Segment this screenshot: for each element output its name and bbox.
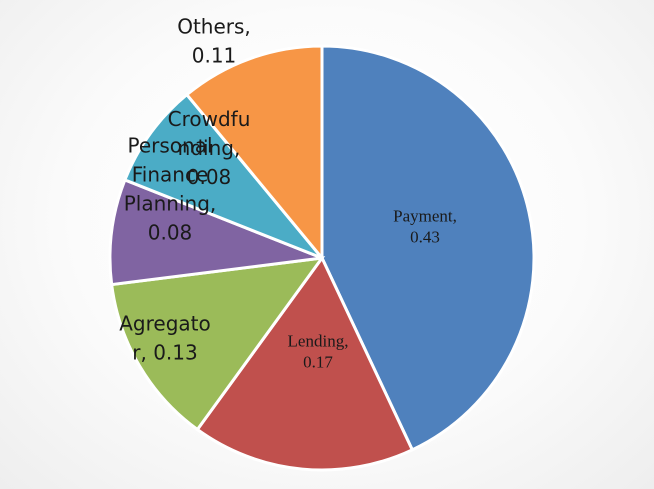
slice-label-crowdfunding: Crowdfu nding, 0.08 bbox=[168, 107, 251, 189]
pie-labels: Payment, 0.43 Lending, 0.17 Agregato r, 0.13 P… bbox=[119, 15, 457, 372]
slice-label-lending: Lending, 0.17 bbox=[288, 332, 349, 372]
slice-label-line: r, 0.13 bbox=[132, 341, 197, 365]
slice-label-line: Agregato bbox=[119, 312, 211, 336]
slice-label-line: Finance bbox=[132, 163, 209, 187]
slice-label-line: Personal bbox=[127, 134, 212, 158]
slice-label-line: Planning, bbox=[124, 192, 217, 216]
pie-slices bbox=[108, 44, 536, 472]
slice-label-line: 0.17 bbox=[303, 353, 333, 372]
slice-label-line: 0.08 bbox=[187, 165, 232, 189]
pie-slice-crowdfunding bbox=[122, 92, 324, 260]
slice-label-line: nding, bbox=[178, 136, 241, 160]
slice-label-payment: Payment, 0.43 bbox=[393, 207, 457, 247]
pie-slice-others bbox=[184, 44, 324, 263]
slice-label-line: Crowdfu bbox=[168, 107, 251, 131]
pie-slice-personal-finance-planning bbox=[108, 178, 323, 287]
slice-label-agregator: Agregato r, 0.13 bbox=[119, 312, 211, 365]
pie-slice-lending bbox=[195, 255, 415, 472]
slice-label-line: Lending, bbox=[288, 332, 349, 351]
pie-slice-agregator bbox=[109, 256, 326, 432]
slice-label-line: 0.43 bbox=[410, 228, 440, 247]
slice-label-personal-finance-planning: Personal Finance Planning, 0.08 bbox=[124, 134, 217, 245]
slice-label-line: Others, bbox=[177, 15, 251, 39]
slice-label-line: 0.11 bbox=[192, 44, 237, 68]
pie-slice-payment bbox=[320, 44, 536, 452]
slice-label-others: Others, 0.11 bbox=[177, 15, 251, 68]
slice-label-line: 0.08 bbox=[148, 221, 193, 245]
slice-label-line: Payment, bbox=[393, 207, 457, 226]
